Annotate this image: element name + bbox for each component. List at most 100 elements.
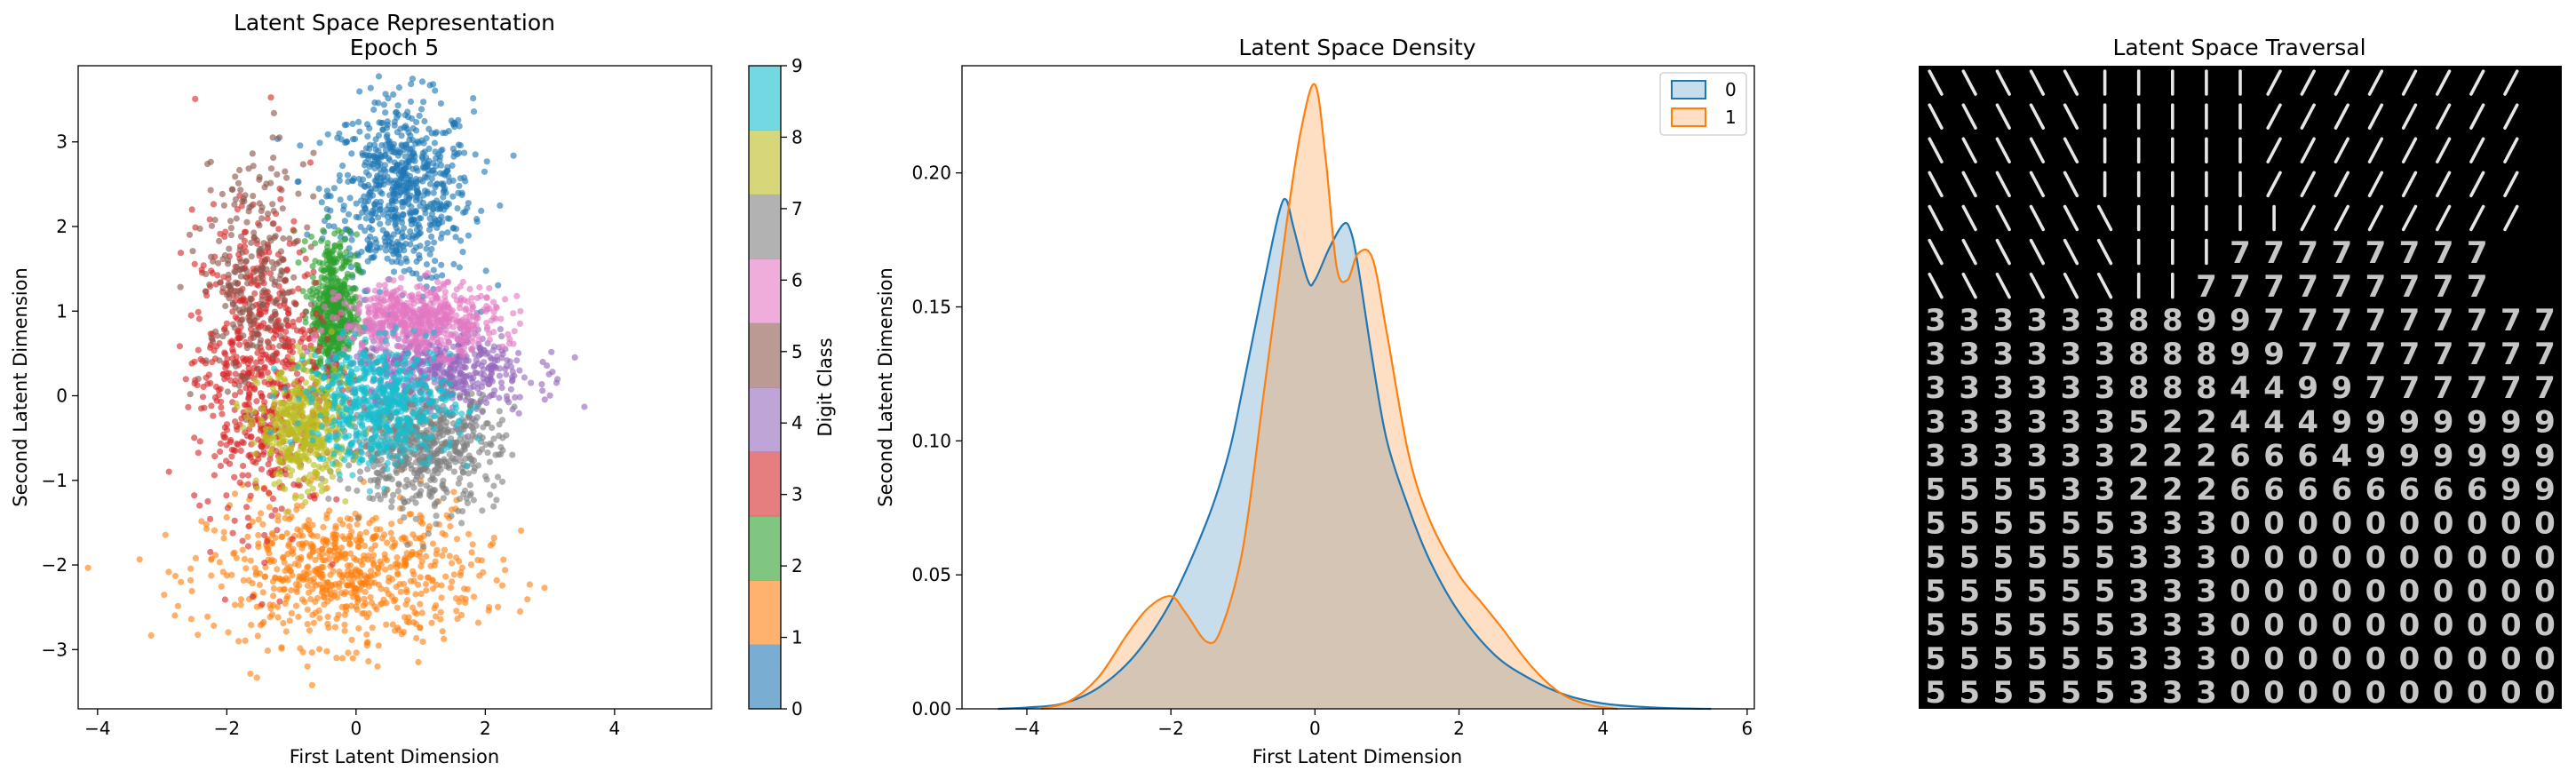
scatter-point-class-1 [314, 594, 322, 601]
scatter-point-class-1 [293, 506, 300, 513]
scatter-point-class-5 [276, 134, 283, 141]
scatter-point-class-8 [320, 441, 328, 449]
scatter-point-class-0 [369, 226, 376, 234]
scatter-point-class-3 [276, 598, 283, 605]
scatter-point-class-0 [364, 236, 371, 243]
scatter-point-class-1 [384, 539, 391, 546]
scatter-point-class-1 [255, 531, 262, 539]
scatter-point-class-7 [431, 487, 438, 494]
scatter-point-class-3 [234, 426, 241, 433]
scatter-point-class-1 [387, 529, 394, 537]
scatter-point-class-1 [412, 591, 419, 598]
scatter-point-class-6 [459, 338, 466, 346]
scatter-point-class-7 [499, 434, 506, 441]
scatter-point-class-1 [392, 596, 399, 603]
scatter-point-class-8 [322, 404, 329, 411]
scatter-point-class-7 [483, 420, 490, 427]
scatter-point-class-1 [439, 628, 446, 635]
scatter-point-class-8 [302, 498, 309, 506]
scatter-point-class-1 [381, 554, 389, 562]
scatter-point-class-5 [206, 281, 213, 288]
scatter-point-class-5 [258, 215, 266, 222]
scatter-point-class-6 [401, 337, 409, 344]
scatter-point-class-0 [402, 164, 409, 172]
scatter-point-class-6 [450, 292, 457, 299]
scatter-point-class-3 [250, 386, 258, 393]
scatter-point-class-3 [258, 322, 265, 330]
scatter-point-class-0 [405, 194, 412, 201]
scatter-point-class-1 [295, 555, 302, 562]
scatter-point-class-1 [452, 554, 460, 561]
scatter-point-class-5 [265, 211, 272, 218]
scatter-point-class-8 [278, 447, 285, 454]
scatter-point-class-3 [195, 346, 202, 354]
scatter-point-class-0 [416, 251, 423, 258]
scatter-point-class-1 [247, 670, 254, 678]
scatter-point-class-4 [539, 387, 546, 394]
scatter-point-class-0 [363, 121, 371, 128]
scatter-point-class-1 [418, 609, 425, 616]
scatter-point-class-0 [425, 227, 433, 234]
scatter-point-class-3 [231, 473, 238, 481]
scatter-point-class-3 [221, 424, 228, 431]
scatter-point-class-1 [344, 562, 351, 569]
scatter-point-class-1 [354, 598, 362, 606]
scatter-point-class-1 [526, 581, 534, 588]
scatter-point-class-1 [283, 595, 290, 602]
scatter-point-class-7 [484, 449, 491, 457]
scatter-point-class-0 [406, 266, 413, 274]
scatter-point-class-1 [383, 586, 390, 593]
scatter-point-class-0 [455, 141, 462, 148]
scatter-point-class-1 [407, 577, 415, 584]
scatter-point-class-3 [250, 458, 257, 465]
scatter-point-class-0 [408, 209, 416, 217]
scatter-point-class-8 [252, 450, 259, 457]
scatter-point-class-1 [274, 517, 282, 524]
scatter-point-class-0 [345, 211, 353, 218]
scatter-point-class-8 [288, 418, 295, 425]
scatter-point-class-3 [176, 343, 183, 350]
scatter-point-class-1 [324, 538, 331, 546]
scatter-point-class-1 [308, 681, 315, 688]
scatter-point-class-6 [434, 278, 441, 286]
scatter-point-class-8 [310, 461, 317, 469]
scatter-point-class-7 [457, 457, 465, 465]
scatter-point-class-3 [198, 405, 205, 412]
scatter-point-class-8 [324, 448, 331, 455]
scatter-point-class-0 [460, 209, 467, 216]
scatter-point-class-6 [333, 314, 340, 322]
scatter-point-class-9 [389, 330, 396, 337]
scatter-point-class-1 [331, 531, 338, 538]
scatter-point-class-5 [248, 203, 255, 210]
scatter-point-class-1 [419, 638, 426, 646]
scatter-point-class-0 [364, 244, 371, 251]
scatter-point-class-0 [407, 228, 414, 235]
scatter-point-class-1 [470, 593, 478, 600]
scatter-point-class-7 [461, 442, 468, 449]
scatter-point-class-1 [447, 522, 454, 530]
scatter-point-class-1 [450, 489, 457, 496]
scatter-point-class-1 [293, 588, 300, 596]
scatter-point-class-0 [380, 101, 387, 108]
scatter-point-class-7 [373, 469, 380, 476]
scatter-point-class-4 [457, 370, 465, 377]
scatter-point-class-8 [322, 478, 329, 485]
scatter-point-class-1 [341, 627, 348, 634]
scatter-point-class-7 [467, 490, 474, 497]
scatter-point-class-6 [374, 344, 381, 351]
scatter-point-class-6 [411, 312, 418, 319]
scatter-point-class-3 [185, 403, 192, 410]
scatter-point-class-8 [277, 374, 284, 381]
scatter-point-class-6 [464, 320, 471, 327]
scatter-point-class-5 [225, 271, 232, 278]
scatter-point-class-5 [219, 284, 227, 292]
scatter-point-class-8 [313, 406, 320, 413]
scatter-point-class-3 [227, 377, 235, 384]
scatter-point-class-1 [188, 587, 195, 595]
scatter-point-class-1 [208, 572, 215, 579]
scatter-point-class-3 [310, 268, 317, 275]
scatter-point-class-3 [284, 322, 291, 329]
scatter-point-class-1 [324, 620, 331, 627]
scatter-point-class-6 [449, 306, 456, 314]
scatter-point-class-0 [446, 178, 453, 186]
